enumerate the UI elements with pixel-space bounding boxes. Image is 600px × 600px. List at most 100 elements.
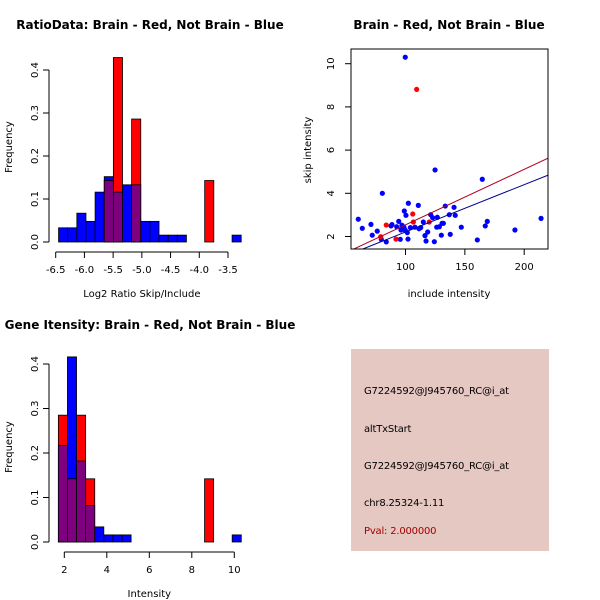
bar-not-brain — [122, 184, 133, 243]
point-not-brain — [432, 167, 438, 173]
bar-not-brain — [140, 220, 151, 243]
point-not-brain — [431, 239, 437, 245]
y-tick-label: 0.0 — [30, 234, 41, 250]
point-not-brain — [355, 216, 361, 222]
bar-not-brain — [121, 534, 132, 543]
bar-not-brain — [103, 534, 114, 543]
x-tick-label: -6.0 — [75, 265, 95, 276]
bar-overlap — [85, 505, 96, 543]
point-not-brain — [484, 218, 490, 224]
x-tick-label: 8 — [189, 565, 195, 576]
point-not-brain — [389, 222, 395, 228]
x-axis-label: Intensity — [128, 589, 172, 600]
fit-line-not-brain — [361, 174, 548, 249]
x-tick-label: 4 — [104, 565, 110, 576]
x-tick-label: -4.0 — [190, 265, 210, 276]
y-tick-label: 0.1 — [30, 490, 41, 506]
point-not-brain — [458, 224, 464, 230]
bar-overlap — [76, 460, 87, 543]
x-tick-label: 100 — [396, 262, 415, 273]
y-axis-label: Frequency — [4, 421, 15, 473]
bar-brain — [204, 180, 215, 243]
y-tick-label: 0.0 — [30, 534, 41, 550]
bar-not-brain — [67, 227, 78, 243]
pval-label: Pval: 2.000000 — [364, 526, 437, 537]
point-not-brain — [374, 228, 380, 234]
point-not-brain — [452, 212, 458, 218]
point-not-brain — [369, 232, 375, 238]
x-tick-label: -5.5 — [103, 265, 123, 276]
y-tick-label: 4 — [326, 190, 337, 196]
bar-not-brain — [94, 191, 105, 243]
point-not-brain — [430, 215, 436, 221]
bar-not-brain — [85, 220, 96, 243]
bar-overlap — [112, 191, 123, 243]
bar-not-brain — [231, 534, 242, 543]
point-not-brain — [447, 231, 453, 237]
y-tick-label: 0.3 — [30, 401, 41, 417]
bar-not-brain — [94, 526, 105, 543]
bar-overlap — [57, 445, 68, 543]
bar-not-brain — [158, 234, 169, 243]
probe-id-label-2: G7224592@J945760_RC@i_at — [364, 461, 509, 472]
x-tick-label: 150 — [455, 262, 474, 273]
x-tick-label: 2 — [61, 565, 67, 576]
plot-frame — [350, 48, 549, 250]
probe-id-label: G7224592@J945760_RC@i_at — [364, 386, 509, 397]
y-axis-label: skip intensity — [303, 117, 314, 184]
y-tick-label: 10 — [326, 57, 337, 70]
scatter-plot: Brain - Red, Not Brain - Blue 100 150 200 in… — [303, 18, 549, 300]
point-not-brain — [405, 236, 411, 242]
x-axis-label: Log2 Ratio Skip/Include — [83, 289, 200, 300]
y-tick-label: 6 — [326, 147, 337, 153]
bar-not-brain — [76, 212, 87, 243]
bar-not-brain — [58, 227, 69, 243]
bar-brain — [204, 478, 215, 543]
point-brain — [393, 236, 399, 242]
point-brain — [410, 211, 416, 217]
info-panel: G7224592@J945760_RC@i_at altTxStart G722… — [351, 349, 549, 551]
y-tick-label: 0.2 — [30, 445, 41, 461]
point-not-brain — [512, 227, 518, 233]
x-tick-label: 200 — [515, 262, 534, 273]
bar-not-brain — [176, 234, 187, 243]
point-not-brain — [538, 215, 544, 221]
bar-not-brain — [149, 220, 160, 243]
x-tick-label: -5.0 — [132, 265, 152, 276]
point-not-brain — [407, 225, 413, 231]
point-not-brain — [438, 232, 444, 238]
point-not-brain — [482, 223, 488, 229]
point-not-brain — [415, 202, 421, 208]
point-not-brain — [451, 204, 457, 210]
bar-not-brain — [103, 176, 114, 181]
chart-title: Gene Itensity: Brain - Red, Not Brain - … — [5, 318, 296, 332]
bar-overlap — [103, 180, 114, 243]
y-tick-label: 0.2 — [30, 148, 41, 164]
point-not-brain — [403, 212, 409, 218]
event-type-label: altTxStart — [364, 424, 412, 435]
fit-line-brain — [352, 157, 548, 249]
bar-not-brain — [231, 234, 242, 243]
y-axis-label: Frequency — [4, 121, 15, 173]
x-tick-label: -6.5 — [46, 265, 66, 276]
point-not-brain — [359, 225, 365, 231]
point-not-brain — [479, 176, 485, 182]
bar-overlap — [131, 184, 142, 243]
bar-overlap — [67, 478, 77, 543]
y-tick-label: 0.3 — [30, 105, 41, 121]
bar-not-brain — [67, 356, 77, 480]
x-axis-label: include intensity — [408, 289, 491, 300]
point-not-brain — [425, 229, 431, 235]
point-not-brain — [402, 54, 408, 60]
location-label: chr8.25324-1.11 — [364, 498, 445, 509]
y-tick-label: 0.4 — [30, 62, 41, 78]
chart-title: Brain - Red, Not Brain - Blue — [353, 18, 544, 32]
point-not-brain — [401, 208, 407, 214]
point-not-brain — [474, 237, 480, 243]
x-tick-label: 10 — [228, 565, 241, 576]
point-not-brain — [423, 238, 429, 244]
point-not-brain — [405, 200, 411, 206]
points-layer — [352, 54, 548, 249]
x-tick-label: -3.5 — [218, 265, 238, 276]
